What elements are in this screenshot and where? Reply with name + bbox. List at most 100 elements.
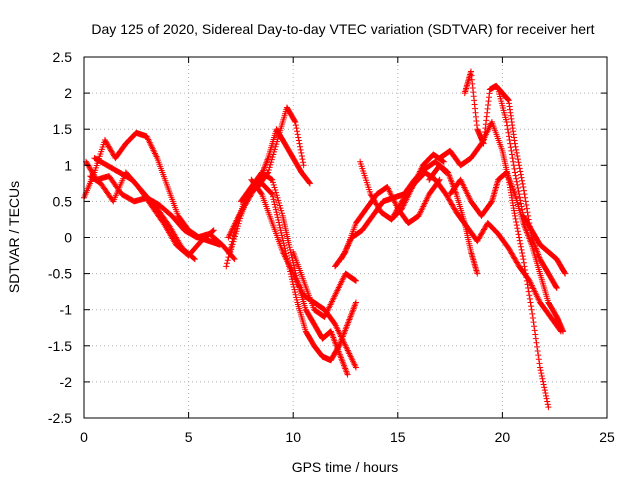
data-point: [290, 284, 297, 291]
data-point: [286, 244, 293, 251]
data-point: [516, 237, 523, 244]
data-point: [352, 277, 359, 284]
data-point: [268, 190, 275, 197]
data-point: [440, 158, 447, 165]
data-point: [273, 192, 280, 199]
data-point: [521, 191, 528, 198]
data-point: [481, 226, 488, 233]
data-point: [224, 260, 231, 267]
data-point: [479, 229, 486, 236]
series-track-9: [248, 176, 359, 371]
data-point: [270, 181, 277, 188]
data-point: [528, 306, 535, 313]
data-point: [271, 184, 278, 191]
x-tick-label: 20: [495, 429, 511, 445]
data-point: [271, 201, 278, 208]
data-point: [510, 253, 517, 260]
series-track-16: [436, 118, 552, 411]
data-point: [511, 212, 518, 219]
data-point: [523, 205, 530, 212]
y-tick-label: 1: [64, 157, 72, 173]
data-point: [516, 191, 523, 198]
data-point: [375, 205, 382, 212]
data-point: [516, 194, 523, 201]
data-point: [84, 161, 91, 168]
series-track-10: [290, 248, 359, 320]
data-point: [451, 206, 458, 213]
data-point: [511, 255, 518, 262]
data-point: [232, 230, 239, 237]
data-point: [523, 277, 530, 284]
data-point: [270, 179, 277, 186]
data-point: [561, 269, 568, 276]
data-point: [228, 246, 235, 253]
data-point: [480, 227, 487, 234]
data-point: [447, 198, 454, 205]
data-point: [397, 201, 404, 208]
data-point: [291, 286, 298, 293]
data-point: [544, 398, 551, 405]
data-point: [505, 245, 512, 252]
data-point: [537, 364, 544, 371]
data-point: [267, 161, 274, 168]
y-axis-ticks: -2.5 -2 -1.5 -1 -0.5 0 0.5 1 1.5 2 2.5: [48, 49, 607, 426]
data-point: [351, 276, 358, 283]
data-point: [514, 225, 521, 232]
data-point: [291, 289, 298, 296]
data-point: [521, 263, 528, 270]
data-point: [269, 193, 276, 200]
y-tick-label: -1.5: [48, 338, 72, 354]
data-point: [513, 175, 520, 182]
data-point: [534, 343, 541, 350]
data-point: [107, 146, 114, 153]
data-point: [306, 179, 313, 186]
data-point: [520, 256, 527, 263]
data-point: [275, 197, 282, 204]
data-point: [294, 131, 301, 138]
data-point: [293, 125, 300, 132]
data-point: [372, 200, 379, 207]
data-point: [231, 233, 238, 240]
series-track-15: [426, 162, 481, 277]
data-point: [510, 162, 517, 169]
data-point: [234, 223, 241, 230]
data-point: [298, 153, 305, 160]
data-point: [103, 139, 110, 146]
data-point: [504, 126, 511, 133]
data-point: [475, 235, 482, 242]
data-point: [278, 229, 285, 236]
data-point: [474, 238, 481, 245]
data-point: [280, 237, 287, 244]
data-point: [539, 375, 546, 382]
data-point: [393, 207, 400, 214]
data-point: [105, 143, 112, 150]
data-point: [369, 193, 376, 200]
data-point: [445, 195, 452, 202]
series-track-3: [87, 169, 217, 259]
data-point: [514, 153, 521, 160]
data-point: [508, 250, 515, 257]
x-axis-ticks: 0 5 10 15 20 25: [80, 57, 615, 445]
data-point: [331, 320, 338, 327]
data-point: [535, 352, 542, 359]
data-point: [515, 231, 522, 238]
data-point: [352, 364, 359, 371]
data-points: [81, 68, 569, 411]
data-point: [278, 207, 285, 214]
data-point: [513, 219, 520, 226]
data-point: [398, 198, 405, 205]
data-point: [538, 372, 545, 379]
data-point: [227, 248, 234, 255]
data-point: [518, 174, 525, 181]
data-point: [104, 142, 111, 149]
data-point: [277, 205, 284, 212]
x-tick-label: 5: [185, 429, 193, 445]
data-point: [509, 155, 516, 162]
data-point: [306, 180, 313, 187]
data-point: [296, 140, 303, 147]
data-point: [477, 232, 484, 239]
data-point: [443, 192, 450, 199]
data-point: [104, 140, 111, 147]
data-point: [513, 222, 520, 229]
data-point: [525, 288, 532, 295]
